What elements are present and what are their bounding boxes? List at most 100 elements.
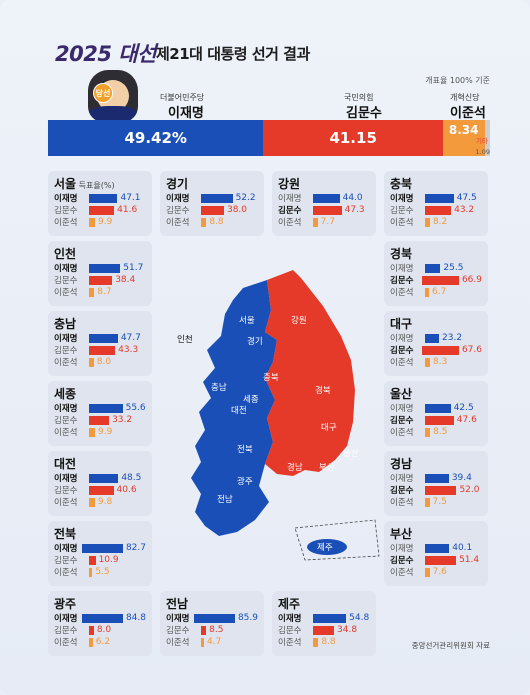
candidate-name: 이재명 (54, 614, 78, 624)
region-row: 이준석 8.0 (54, 356, 146, 368)
region-card-경기: 경기 이재명 52.2 김문수 38.0 이준석 8.8 (160, 171, 264, 236)
candidate-name: 이재명 (54, 474, 78, 484)
region-row: 김문수 43.2 (390, 204, 482, 216)
region-name: 전남 (166, 597, 189, 611)
map-label-대전: 대전 (231, 405, 247, 416)
region-row: 이재명 47.7 (54, 332, 146, 344)
candidate-name: 이준석 (54, 218, 78, 228)
candidate-name: 이준석 (278, 638, 302, 648)
vote-value: 52.0 (459, 485, 480, 495)
candidate-name: 김문수 (54, 206, 78, 216)
vote-bar (425, 543, 450, 553)
vote-bar (89, 567, 93, 577)
vote-value: 23.2 (442, 333, 463, 343)
map-label-전북: 전북 (237, 444, 253, 455)
vote-value: 67.6 (461, 345, 482, 355)
map-label-인천: 인천 (177, 334, 193, 345)
vote-bar (89, 637, 93, 647)
vote-value: 84.8 (125, 613, 146, 623)
vote-bar (425, 205, 452, 215)
vote-value: 10.9 (98, 555, 119, 565)
region-card-강원: 강원 이재명 44.0 김문수 47.3 이준석 7.7 (272, 171, 376, 236)
vote-bar (89, 497, 95, 507)
vote-value: 40.6 (116, 485, 137, 495)
region-row: 이준석 8.8 (278, 636, 370, 648)
region-name: 서울 득표율(%) (54, 177, 115, 191)
brand-title: 2025 대선 (55, 42, 156, 66)
vote-value: 34.8 (337, 625, 358, 635)
vote-bar (313, 637, 319, 647)
candidate-name: 이재명 (54, 404, 78, 414)
region-row: 이준석 7.6 (390, 566, 482, 578)
region-row: 이준석 8.7 (54, 286, 146, 298)
region-row: 김문수 66.9 (390, 274, 482, 286)
candidate-name-3: 이준석 (450, 106, 486, 121)
vote-value: 55.6 (125, 403, 146, 413)
candidate-name: 김문수 (54, 556, 78, 566)
vote-bar (313, 625, 335, 635)
candidate-name: 이재명 (54, 194, 78, 204)
vote-bar (425, 415, 454, 425)
vote-value: 47.3 (344, 205, 365, 215)
vote-value: 85.9 (237, 613, 258, 623)
region-row: 김문수 43.3 (54, 344, 146, 356)
region-row: 이준석 9.8 (54, 496, 146, 508)
vote-value: 66.9 (461, 275, 482, 285)
candidate-name: 김문수 (390, 276, 414, 286)
region-row: 이재명 23.2 (390, 332, 482, 344)
vote-bar (89, 485, 114, 495)
region-row: 김문수 40.6 (54, 484, 146, 496)
region-card-전북: 전북 이재명 82.7 김문수 10.9 이준석 5.5 (48, 521, 152, 586)
vote-bar (425, 473, 449, 483)
region-row: 김문수 34.8 (278, 624, 370, 636)
region-name: 제주 (278, 597, 301, 611)
region-name: 부산 (390, 527, 413, 541)
vote-bar (89, 263, 121, 273)
region-card-세종: 세종 이재명 55.6 김문수 33.2 이준석 9.9 (48, 381, 152, 446)
map-label-전남: 전남 (217, 494, 233, 505)
region-name: 세종 (54, 387, 77, 401)
region-row: 이재명 55.6 (54, 402, 146, 414)
vote-value: 47.7 (120, 333, 141, 343)
region-row: 이준석 8.8 (166, 216, 258, 228)
region-row: 이재명 52.2 (166, 192, 258, 204)
vote-value: 42.5 (453, 403, 474, 413)
region-row: 김문수 47.6 (390, 414, 482, 426)
region-card-충남: 충남 이재명 47.7 김문수 43.3 이준석 8.0 (48, 311, 152, 376)
region-name: 충북 (390, 177, 413, 191)
vote-value: 54.8 (349, 613, 370, 623)
map-label-경기: 경기 (247, 336, 263, 347)
etc-label: 기타 (476, 137, 488, 145)
vote-value: 8.7 (97, 287, 112, 297)
result-segment-2: 41.15 (263, 120, 443, 156)
korea-map: 서울 인천 경기 강원 충남 충북 세종 대전 경북 대구 전북 광주 전남 경… (177, 270, 380, 561)
candidate-name: 이재명 (390, 264, 414, 274)
candidate-name: 이준석 (278, 218, 302, 228)
vote-value: 52.2 (235, 193, 256, 203)
candidate-name: 이재명 (390, 194, 414, 204)
vote-bar (89, 415, 110, 425)
region-row: 이재명 47.5 (390, 192, 482, 204)
candidate-name: 이준석 (54, 358, 78, 368)
candidate-name: 이재명 (278, 194, 302, 204)
vote-value: 25.5 (443, 263, 464, 273)
result-segment-3: 8.34 (442, 120, 486, 156)
vote-value: 8.8 (209, 217, 224, 227)
result-segment-1: 49.42% (48, 120, 264, 156)
region-card-서울: 서울 득표율(%) 이재명 47.1 김문수 41.6 이준석 9.9 (48, 171, 152, 236)
candidate-name: 이준석 (390, 218, 414, 228)
region-row: 김문수 51.4 (390, 554, 482, 566)
region-row: 김문수 38.0 (166, 204, 258, 216)
candidate-name: 이준석 (390, 498, 414, 508)
vote-value: 44.0 (342, 193, 363, 203)
vote-bar (89, 473, 119, 483)
candidate-name: 김문수 (54, 626, 78, 636)
region-row: 이재명 42.5 (390, 402, 482, 414)
map-label-부산: 부산 (319, 462, 335, 473)
candidate-name: 이재명 (166, 194, 190, 204)
region-card-대전: 대전 이재명 48.5 김문수 40.6 이준석 9.8 (48, 451, 152, 516)
region-card-부산: 부산 이재명 40.1 김문수 51.4 이준석 7.6 (384, 521, 488, 586)
region-name: 울산 (390, 387, 413, 401)
map-label-세종: 세종 (243, 395, 259, 405)
vote-bar (193, 613, 235, 623)
